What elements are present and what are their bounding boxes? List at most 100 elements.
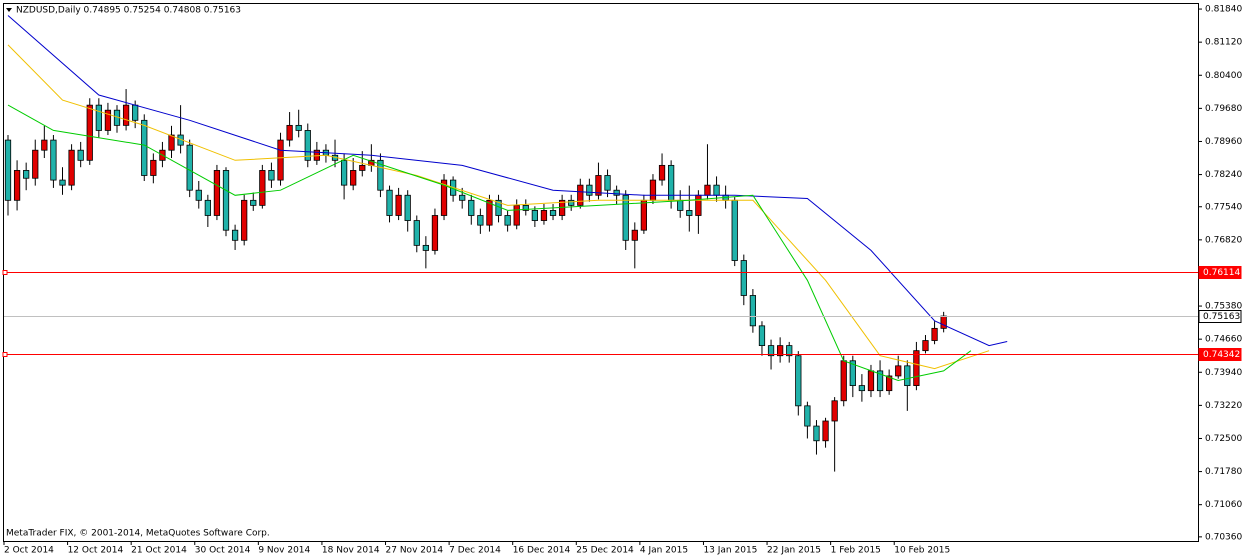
candle-body [695,194,702,216]
candle-body [758,325,766,347]
candle-body [886,375,893,392]
candle-body [649,179,657,201]
symbol-arrow [6,8,12,12]
candle-body [295,124,302,131]
x-tick-label: 9 Nov 2014 [258,546,310,556]
candle-body [104,109,112,131]
level-marker [2,352,8,357]
candle-body [395,194,402,216]
x-tick-label: 10 Feb 2015 [894,546,950,556]
level-label: 0.75163 [1203,312,1240,322]
candle-body [568,199,575,206]
x-tick-label: 22 Jan 2015 [767,546,821,556]
candle-body [486,199,493,226]
candle-body [13,170,21,201]
candle-body [431,215,439,251]
candle-body [822,420,829,442]
candle-body [86,104,93,161]
chart-title: NZDUSD,Daily 0.74895 0.75254 0.74808 0.7… [16,6,241,16]
candle-body [413,220,420,246]
candle-body [658,164,666,181]
candle-body [286,124,293,141]
y-tick-label: 0.72500 [1205,434,1242,444]
level-label-box [1198,310,1242,323]
candle-body [813,425,820,442]
x-tick-label: 27 Nov 2014 [386,546,444,556]
candle-body [613,189,620,196]
candle-body [913,350,920,387]
y-tick-label: 0.76820 [1205,235,1242,245]
candle-body [540,210,548,221]
candle-body [740,260,747,296]
candle-body [686,210,693,216]
candle-body [767,345,775,357]
candle-body [795,355,802,407]
candle-body [876,370,884,392]
candle-body [604,175,611,191]
candle-body [858,385,866,392]
candle-body [459,194,466,201]
candle-body [23,170,30,179]
candle-body [150,159,157,176]
y-tick-label: 0.79680 [1205,104,1242,114]
candle-body [840,360,847,402]
candle-body [404,194,411,221]
x-tick-label: 18 Nov 2014 [322,546,380,556]
candle-body [849,360,856,387]
candle-body [468,199,475,216]
candle-body [477,215,484,226]
level-label: 0.74342 [1203,350,1240,360]
candle-body [268,170,275,181]
x-tick-label: 13 Jan 2015 [703,546,757,556]
candle-body [422,244,429,251]
candle-body [350,170,357,186]
candle-body [386,189,393,216]
candle-body [586,184,593,196]
level-label-box [1198,266,1242,279]
y-tick-label: 0.81840 [1205,5,1242,15]
candle-body [195,189,202,201]
candle-body [731,199,738,261]
candle-body [68,149,75,186]
y-tick-label: 0.75380 [1205,302,1242,312]
candle-body [59,179,66,186]
candle-body [95,104,102,131]
ma-line [7,15,1008,347]
candle-body [222,170,230,231]
candle-body [340,159,348,186]
candle-body [359,164,366,171]
candle-body [440,179,448,216]
y-tick-label: 0.78960 [1205,137,1242,147]
y-tick-label: 0.80400 [1205,71,1242,81]
x-tick-label: 7 Dec 2014 [449,546,501,556]
candle-body [831,400,838,422]
candle-body [4,139,12,201]
candle-body [50,139,57,181]
y-tick-label: 0.74660 [1205,335,1242,345]
candle-body [213,170,221,216]
candle-body [377,159,384,191]
candle-body [622,194,629,241]
candle-body [259,170,266,206]
candle-body [577,184,584,206]
candle-body [122,104,130,126]
candle-body [141,119,148,176]
candle-body [277,139,284,181]
copyright: MetaTrader FIX, © 2001-2014, MetaQuotes … [6,529,270,539]
candle-body [231,229,239,241]
candle-body [77,149,84,161]
y-tick-label: 0.71060 [1205,500,1242,510]
ma-line [7,44,990,370]
candle-body [777,345,784,357]
x-tick-label: 25 Dec 2014 [576,546,634,556]
candle-body [504,215,511,226]
candle-body [713,184,720,196]
candle-body [32,149,39,179]
y-tick-label: 0.78240 [1205,170,1242,180]
y-tick-label: 0.70360 [1205,532,1242,542]
candle-body [786,345,793,357]
candle-body [640,199,648,231]
y-tick-label: 0.73220 [1205,401,1242,411]
